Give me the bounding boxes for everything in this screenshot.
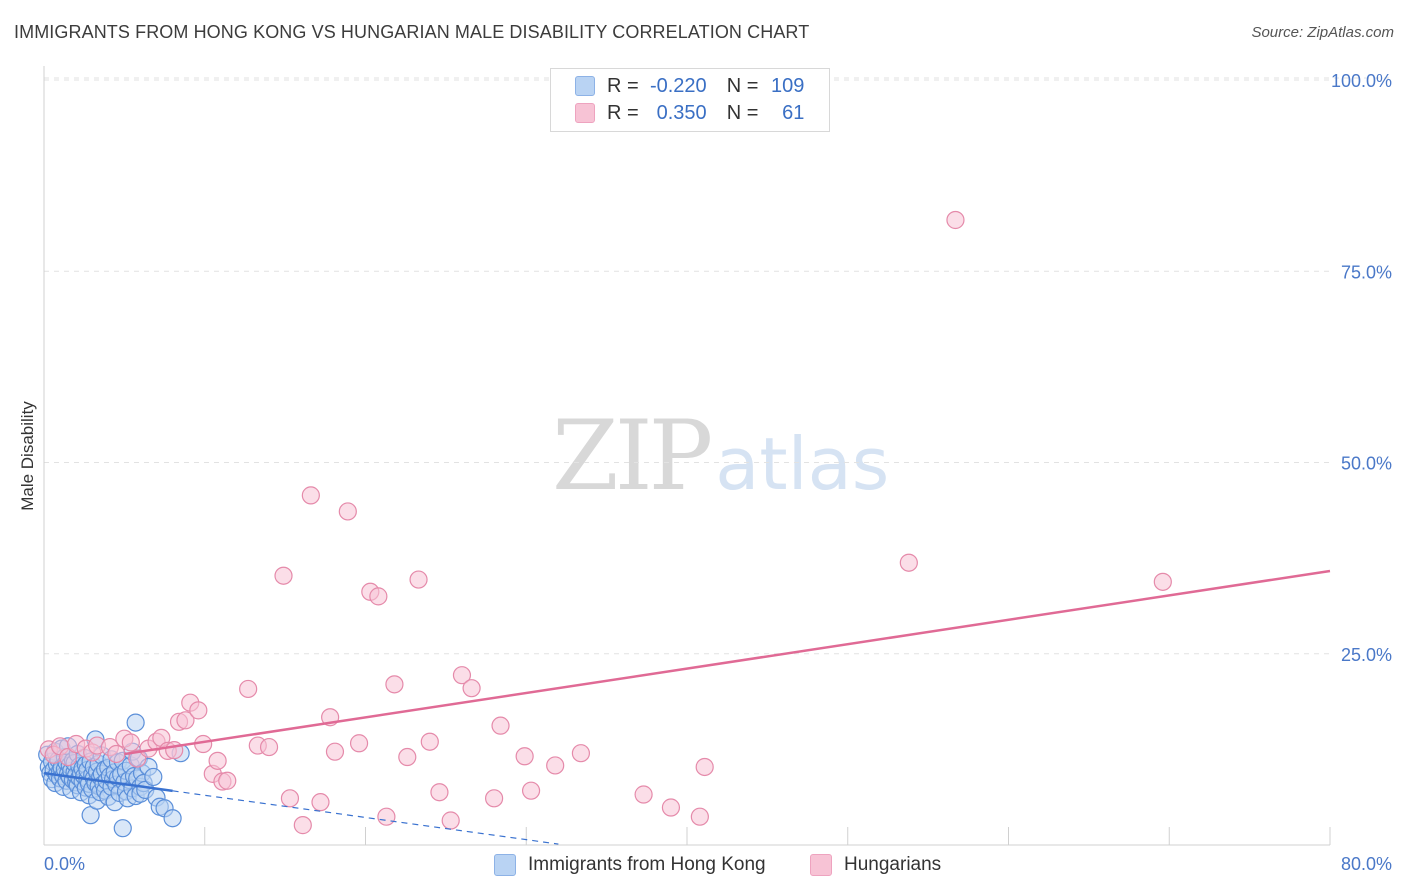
data-point-hungarians xyxy=(301,486,320,505)
trend-lines xyxy=(43,569,1331,845)
y-tick-label: 50.0% xyxy=(1341,454,1392,474)
series-hungarians-points xyxy=(39,210,1172,835)
data-point-hungarians xyxy=(430,783,449,802)
data-point-hungarians xyxy=(59,747,78,767)
data-point-hungarians xyxy=(452,666,472,685)
data-point-hungarians xyxy=(398,747,417,767)
watermark-zip: ZIP xyxy=(552,400,713,512)
data-point-hungarians xyxy=(521,781,541,800)
data-point-hungarians xyxy=(189,701,208,720)
data-point-hungarians xyxy=(385,675,404,694)
data-point-hungarians xyxy=(441,811,460,830)
pink-swatch-icon xyxy=(810,854,832,876)
data-point-hong-kong xyxy=(113,819,132,838)
trend-line-hungarians xyxy=(124,569,1331,756)
data-point-hungarians xyxy=(280,789,300,808)
data-point-hong-kong xyxy=(126,713,145,732)
y-tick-label: 100.0% xyxy=(1331,71,1392,91)
data-point-hong-kong xyxy=(144,767,163,787)
data-point-hungarians xyxy=(462,679,481,698)
data-point-hungarians xyxy=(1153,572,1172,591)
n-value: 61 xyxy=(782,101,805,124)
r-label: R = xyxy=(607,101,639,124)
n-label: N = xyxy=(726,101,759,124)
data-point-hungarians xyxy=(176,711,195,730)
data-point-hungarians xyxy=(274,566,293,585)
stats-row-hungarians: R = 0.350 N = 61 xyxy=(575,100,804,126)
r-value: 0.350 xyxy=(656,101,707,124)
data-point-hungarians xyxy=(420,732,439,751)
stats-row-hong-kong: R = -0.220 N = 109 xyxy=(575,73,804,99)
watermark-atlas: atlas xyxy=(715,422,890,506)
data-point-hungarians xyxy=(899,553,918,572)
data-point-hungarians xyxy=(165,741,184,760)
x-tick-label: 0.0% xyxy=(44,854,85,874)
data-point-hungarians xyxy=(218,771,237,790)
data-point-hungarians xyxy=(409,570,428,589)
data-point-hong-kong xyxy=(163,809,182,828)
legend-item-hong-kong[interactable]: Immigrants from Hong Kong xyxy=(494,852,766,878)
trend-line-hong-kong-extrapolated xyxy=(172,790,559,845)
legend-label: Hungarians xyxy=(844,854,942,875)
data-point-hungarians xyxy=(293,816,312,835)
y-tick-label: 25.0% xyxy=(1341,645,1392,665)
trend-line-hong-kong xyxy=(43,771,173,793)
data-point-hungarians xyxy=(349,734,369,753)
data-point-hungarians xyxy=(377,807,396,826)
data-point-hungarians xyxy=(107,744,126,764)
data-point-hungarians xyxy=(946,210,965,230)
watermark: ZIPatlas xyxy=(552,400,889,512)
r-value: -0.220 xyxy=(649,74,707,97)
data-point-hungarians xyxy=(369,587,388,606)
chart-title: IMMIGRANTS FROM HONG KONG VS HUNGARIAN M… xyxy=(14,22,810,42)
axes xyxy=(43,66,1331,846)
data-point-hungarians xyxy=(338,502,357,521)
n-value: 109 xyxy=(771,74,805,97)
x-tick-label: 80.0% xyxy=(1341,854,1392,874)
stats-box: R = -0.220 N = 109 R = 0.350 N = 61 xyxy=(550,68,830,132)
data-point-hungarians xyxy=(690,807,709,826)
data-point-hungarians xyxy=(515,747,534,766)
y-tick-label: 75.0% xyxy=(1341,262,1392,282)
data-point-hungarians xyxy=(208,751,227,770)
source-label: Source: ZipAtlas.com xyxy=(1251,24,1394,41)
tick-labels: 100.0% 75.0% 50.0% 25.0% 0.0% 80.0% xyxy=(44,71,1392,874)
blue-swatch-icon xyxy=(494,854,516,876)
n-label: N = xyxy=(726,74,759,97)
legend-label: Immigrants from Hong Kong xyxy=(528,854,766,875)
data-point-hungarians xyxy=(259,737,279,757)
data-point-hungarians xyxy=(546,756,565,775)
gridlines xyxy=(44,77,1392,655)
data-point-hungarians xyxy=(491,716,510,735)
data-point-hungarians xyxy=(325,742,345,761)
data-point-hungarians xyxy=(485,789,504,808)
data-point-hungarians xyxy=(311,793,330,812)
legend-item-hungarians[interactable]: Hungarians xyxy=(810,852,941,878)
data-point-hungarians xyxy=(571,744,591,763)
pink-swatch-icon xyxy=(575,103,595,123)
data-point-hungarians xyxy=(661,798,681,817)
data-point-hungarians xyxy=(121,733,140,752)
r-label: R = xyxy=(607,74,639,97)
data-point-hungarians xyxy=(695,757,714,777)
blue-swatch-icon xyxy=(575,76,595,96)
data-point-hungarians xyxy=(634,785,653,804)
data-point-hungarians xyxy=(239,679,258,699)
